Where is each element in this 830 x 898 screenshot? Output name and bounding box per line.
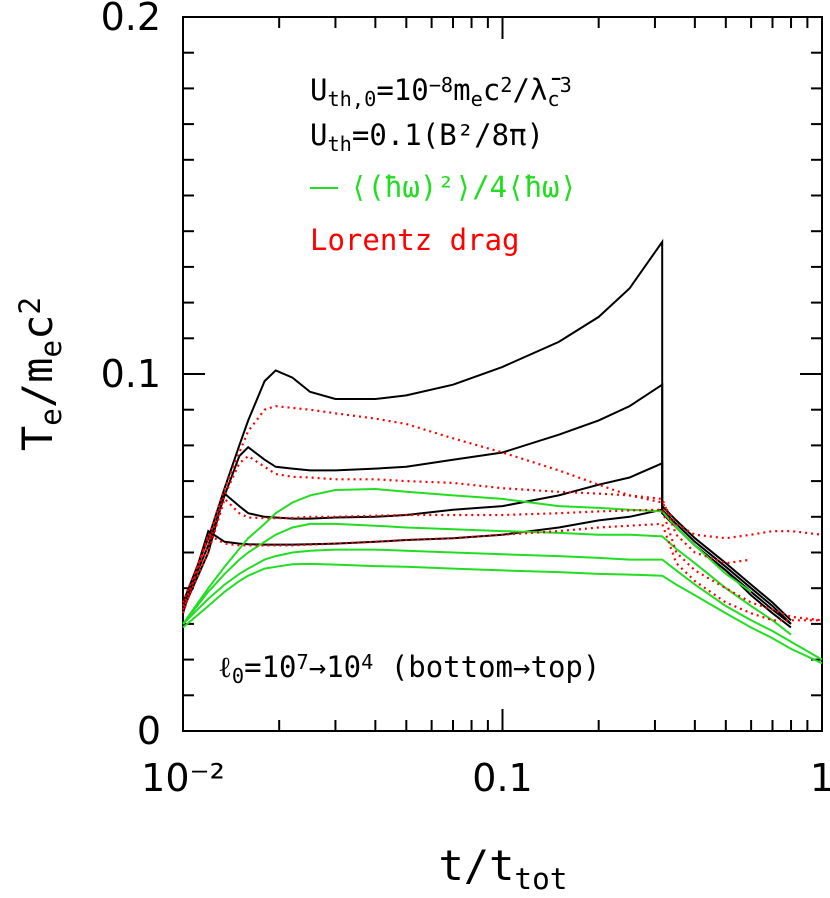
- y-tick-label: 0.1: [101, 352, 161, 396]
- legend-label: Lorentz drag: [310, 223, 520, 257]
- annotation-part: 4: [361, 650, 373, 674]
- annotation-part: m: [453, 73, 470, 107]
- annotation: ℓ0=107→104 (bottom→top): [218, 650, 600, 688]
- annotation-part: 0: [232, 664, 244, 688]
- y-axis-label-part: T: [13, 426, 62, 451]
- annotation-part: =0.1(B²/8π): [352, 118, 544, 152]
- annotation-part: c: [483, 73, 500, 107]
- annotation-part: e: [471, 87, 483, 111]
- series-line: [182, 461, 792, 622]
- series-line: [182, 548, 823, 661]
- series-line: [182, 382, 792, 625]
- annotation-part: (bottom→top): [373, 650, 600, 684]
- annotation-part: 2: [500, 73, 512, 97]
- annotation-part: 7: [297, 650, 309, 674]
- y-axis-label-part: e: [34, 408, 68, 426]
- series-line: [181, 404, 823, 603]
- series-line: [182, 522, 792, 636]
- x-axis-label: t/ttot: [439, 841, 568, 896]
- y-tick-label: 0: [137, 709, 161, 753]
- series-line: [181, 454, 752, 607]
- x-tick-label: 1: [810, 756, 830, 800]
- x-axis-label-part: tot: [514, 862, 567, 896]
- annotation-part: U: [310, 73, 327, 107]
- x-tick-label: 10⁻²: [141, 756, 225, 800]
- y-axis-label-part: 2: [13, 297, 47, 315]
- annotation-part: th: [327, 132, 351, 156]
- annotation-part: U: [310, 118, 327, 152]
- annotation-part: 3: [560, 73, 572, 97]
- y-axis-label-part: /m: [13, 358, 62, 409]
- y-tick-label: 0.2: [101, 0, 161, 39]
- x-tick-label: 0.1: [472, 756, 532, 800]
- y-axis-label-part: c: [13, 315, 62, 340]
- annotation: Uth,0=10−8mec2/λ̄c3: [310, 73, 572, 111]
- annotation-part: −8: [429, 73, 453, 97]
- y-axis-label: Te/mec2: [13, 297, 68, 451]
- annotation-part: c: [547, 87, 559, 111]
- legend-label: ⟨(ħω)²⟩/4⟨ħω⟩: [350, 170, 577, 204]
- y-axis-label-part: e: [34, 340, 68, 358]
- annotation-part: =10: [244, 650, 296, 684]
- series-line: [182, 562, 823, 665]
- annotation: Uth=0.1(B²/8π): [310, 118, 544, 156]
- x-axis-label-part: t/t: [439, 841, 515, 890]
- annotation-part: =10: [376, 73, 428, 107]
- annotation-part: →10: [309, 650, 361, 684]
- annotation-part: ℓ: [218, 650, 232, 684]
- annotation-part: th,0: [327, 87, 376, 111]
